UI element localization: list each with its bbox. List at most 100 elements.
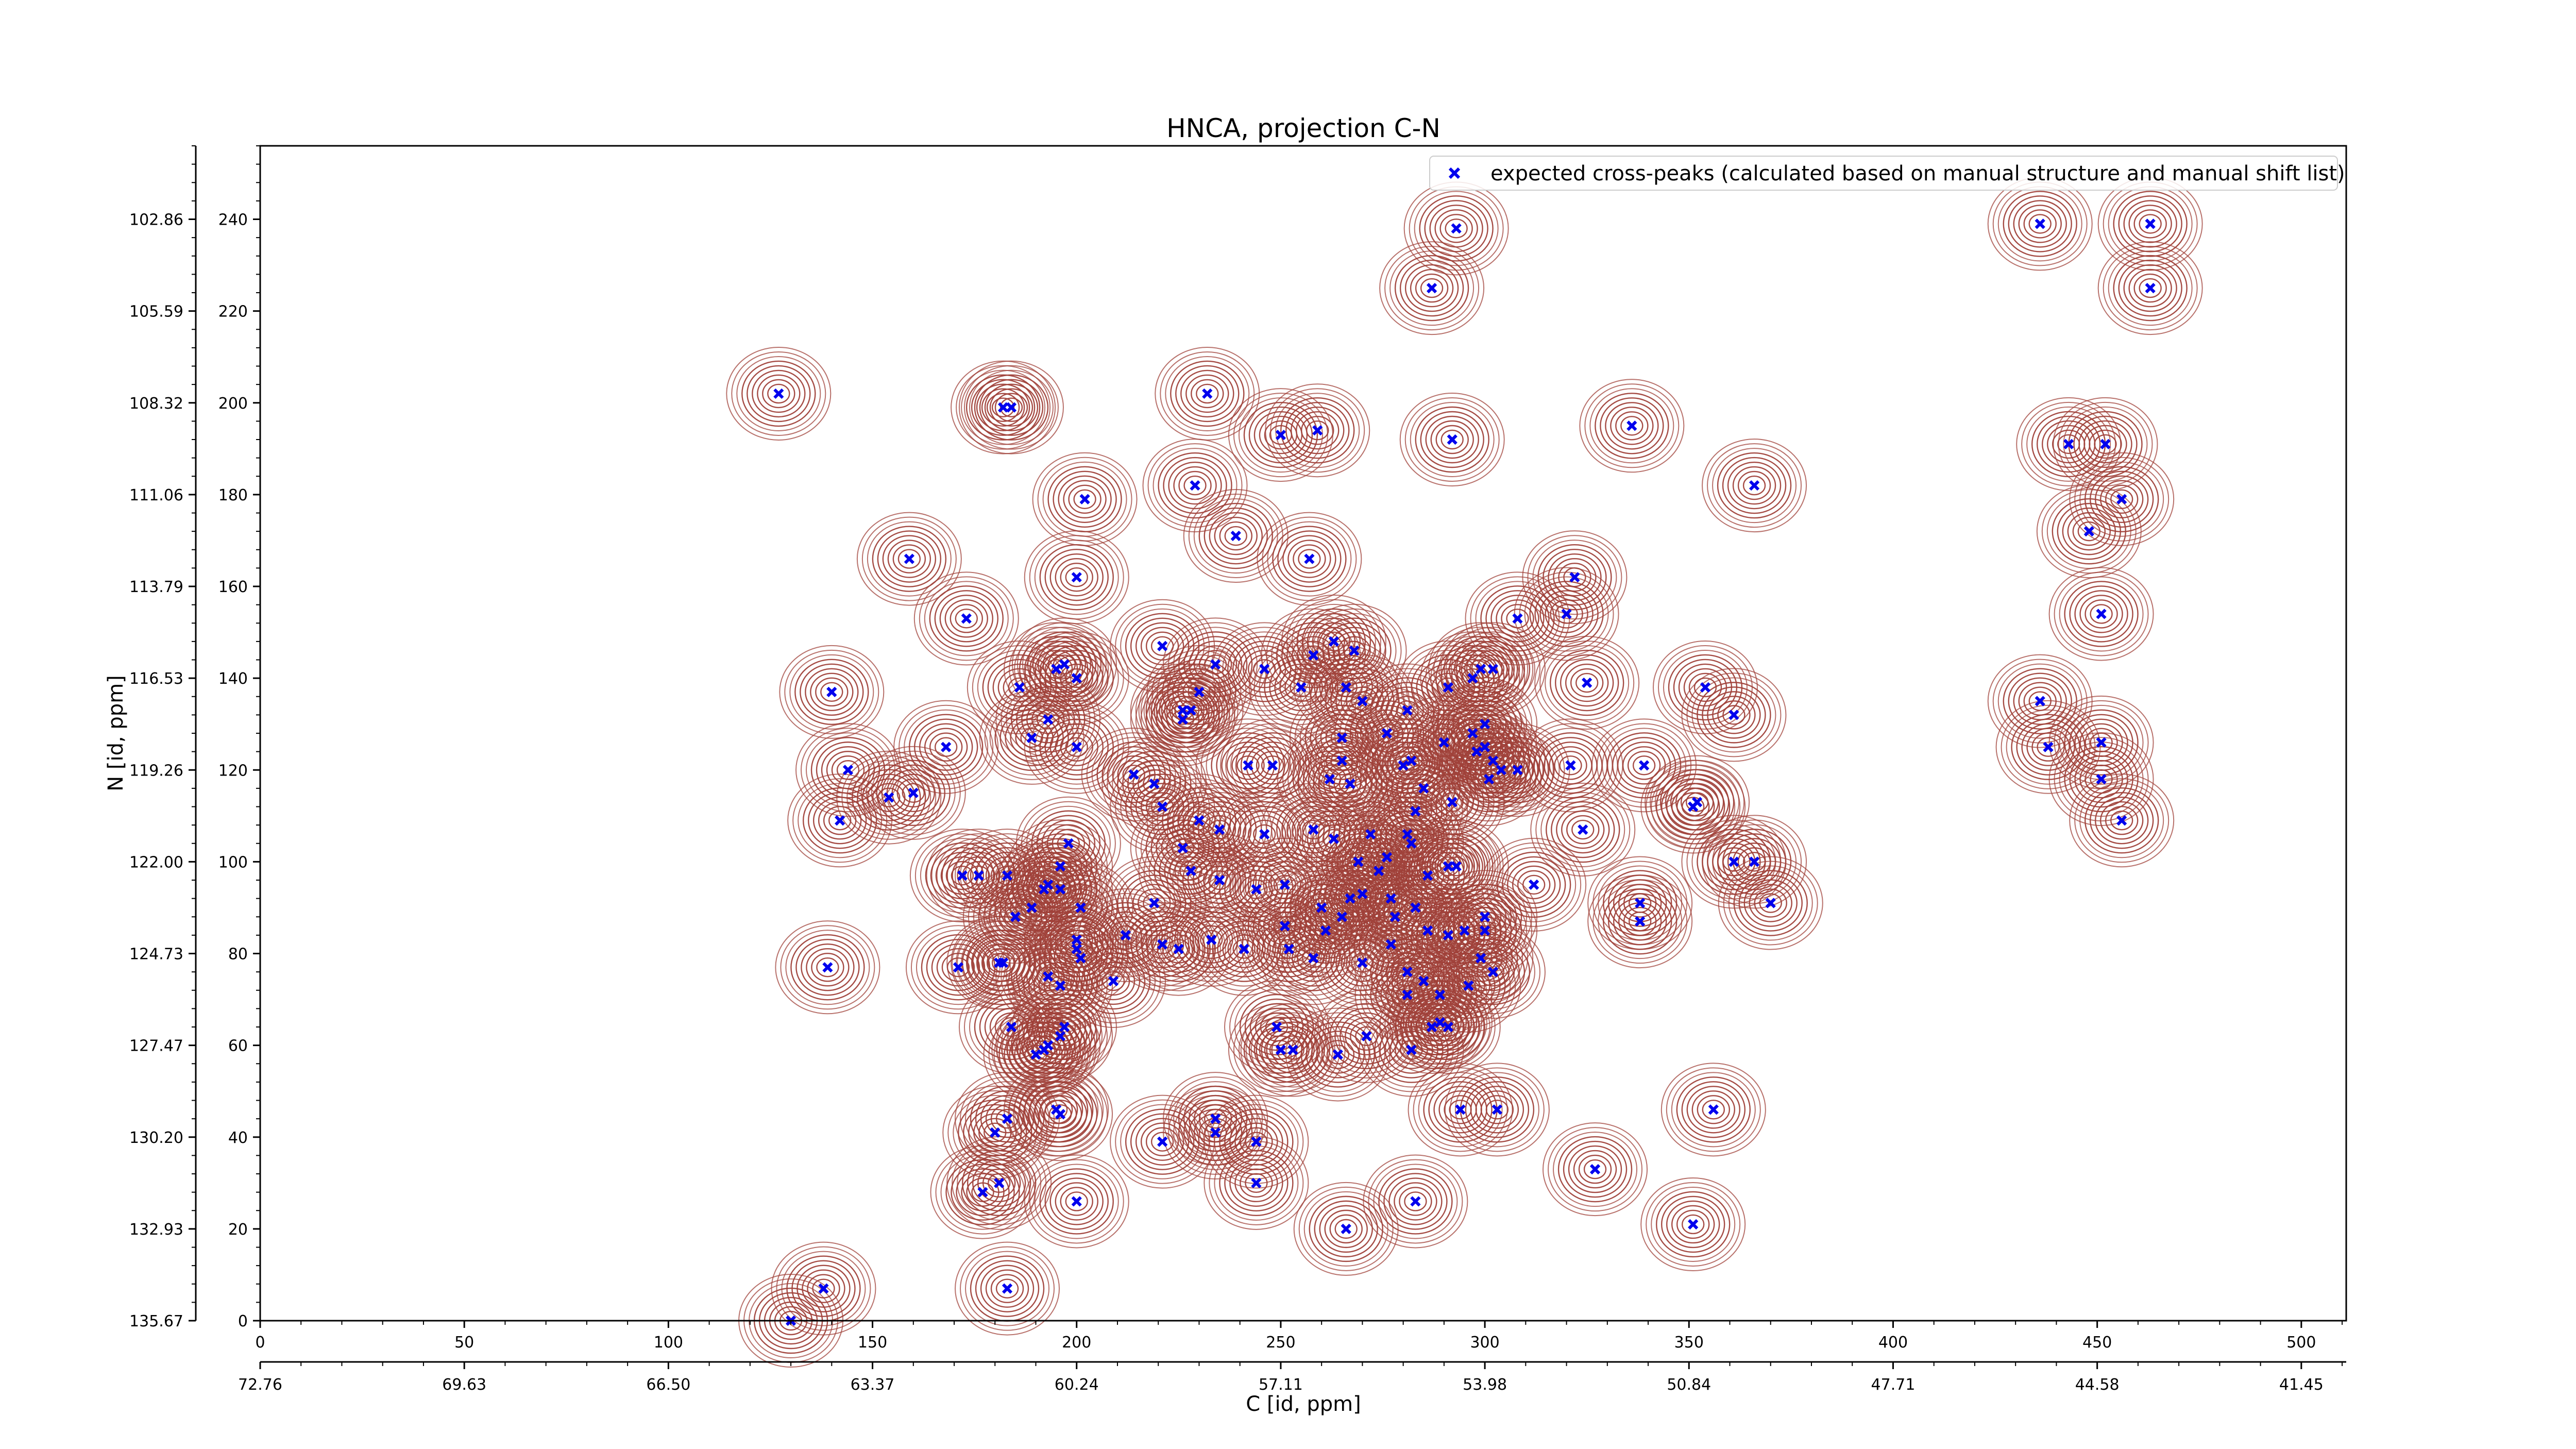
contour-line [986,393,1020,422]
contour-line [1145,631,1179,661]
contour-line [1280,397,1355,464]
cross-peak-marker [1026,732,1037,744]
marker-stroke [1251,884,1262,895]
contour-line [2062,507,2116,555]
contour-line [1300,1021,1376,1088]
marker-stroke [1728,856,1739,867]
peak-contour [1534,636,1640,730]
contour-line [1663,649,1748,725]
cross-peak-marker [997,402,1009,413]
contour-line [1016,948,1080,1005]
cross-peak-marker [1006,402,1017,413]
contour-line [1501,604,1534,633]
contour-line [1091,962,1136,1001]
contour-line [1436,856,1460,877]
marker-stroke [1561,609,1572,619]
contour-line [1219,521,1252,551]
contour-line [958,360,1064,454]
cross-peak-marker [1708,1104,1719,1115]
contour-line [1009,1031,1063,1079]
cross-peak-marker [1308,824,1319,835]
peak-contour [1155,346,1260,441]
marker-stroke [1275,1044,1286,1055]
contour-line [1183,1104,1248,1161]
contour-line [2123,200,2177,248]
contour-line [1269,659,1333,716]
cross-peak-marker [1406,838,1417,849]
contour-line [1150,1132,1174,1152]
peak-contour [2053,397,2158,491]
contour-line [1314,989,1419,1083]
contour-line [1660,1063,1766,1157]
cross-peak-marker [2145,282,2156,294]
contour-line [1610,407,1654,445]
contour-line [1204,507,1268,565]
contour-line [1336,833,1421,909]
cross-peak-marker [961,613,972,624]
x-ppm-tick-label: 72.76 [238,1376,282,1394]
peak-contour [860,746,966,840]
y-ppm-tick-label: 111.06 [129,486,183,504]
contour-line [1539,641,1635,726]
contour-line [1204,1094,1309,1189]
peak-contour [1293,1182,1399,1276]
cross-peak-marker [1487,967,1499,978]
contour-line [1454,1072,1539,1148]
contour-line [1517,870,1551,900]
contour-line [990,1274,1024,1303]
y-ppm-tick-label: 116.53 [129,670,183,688]
cross-peak-marker [2035,696,2045,706]
contour-line [871,755,956,831]
contour-line [930,1145,1036,1239]
y-index-tick-label: 160 [218,578,248,596]
contour-line [1014,1072,1099,1148]
contour-line [1065,737,1088,757]
contour-line [1506,861,1561,909]
cross-peak-marker [1389,912,1400,922]
cross-peak-marker [1157,801,1168,812]
contour-line [1485,742,1550,799]
contour-line [2074,590,2128,638]
cross-peak-marker [1157,641,1168,651]
contour-line [1240,1168,1273,1198]
contour-line [1545,595,1588,633]
contour-line [2090,604,2113,624]
contour-line [924,581,1009,656]
contour-line [1065,567,1088,587]
contour-line [1545,645,1630,721]
cross-peak-marker [1336,912,1347,922]
cross-peak-marker [2063,439,2074,450]
marker-stroke [1467,673,1478,684]
contour-line [1065,1191,1088,1211]
contour-line [1224,1154,1289,1212]
contour-line [1319,1205,1373,1253]
marker-stroke [1308,953,1319,964]
marker-stroke [1006,1021,1017,1033]
contour-line [1306,420,1329,441]
marker-stroke [1422,870,1433,881]
contour-line [795,939,860,996]
contour-line [1368,1159,1463,1244]
contour-line [1160,351,1255,436]
contour-line [736,356,821,431]
contour-line [1402,962,1478,1028]
peak-contour [2097,241,2203,335]
peak-contour [1579,379,1685,473]
contour-line [1408,1063,1513,1157]
contour-line [1240,874,1273,904]
contour-line [1686,672,1782,757]
cross-peak-marker [1308,650,1319,661]
cross-peak-marker [1410,1196,1421,1207]
marker-stroke [1043,971,1054,982]
y-ppm-tick-label: 132.93 [129,1221,183,1239]
cross-peak-marker [1267,760,1278,771]
contour-line [1718,856,1823,950]
cross-peak-marker [1578,824,1588,835]
contour-line [981,388,1025,427]
contour-line [2133,209,2167,239]
contour-line [2073,415,2138,473]
marker-stroke [1426,1021,1437,1033]
cross-peak-marker [1059,659,1070,670]
cross-peak-marker [2096,737,2107,748]
cross-peak-marker [1381,852,1393,863]
